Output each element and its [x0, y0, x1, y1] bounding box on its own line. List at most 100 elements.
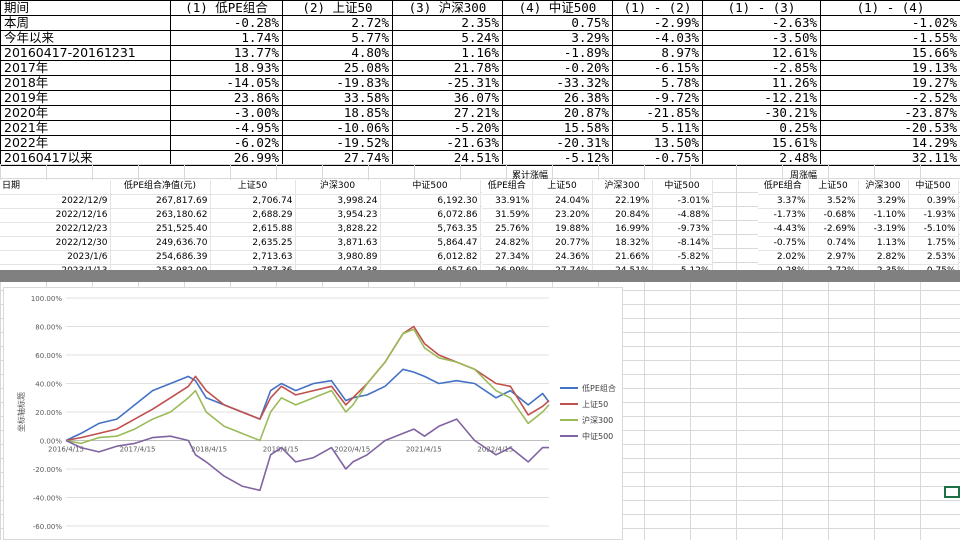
- value-cell[interactable]: 3,954.23: [295, 208, 381, 223]
- value-cell[interactable]: -25.31%: [392, 75, 503, 91]
- value-cell[interactable]: -20.31%: [502, 135, 613, 151]
- value-cell[interactable]: -6.15%: [612, 60, 703, 76]
- value-cell[interactable]: 2,713.63: [210, 250, 296, 265]
- value-cell[interactable]: -10.06%: [282, 120, 393, 136]
- value-cell[interactable]: 3,998.24: [295, 194, 381, 209]
- cumulative-cell[interactable]: 24.04%: [532, 194, 593, 209]
- value-cell[interactable]: -33.32%: [502, 75, 613, 91]
- value-cell[interactable]: 20.87%: [502, 105, 613, 121]
- weekly-cell[interactable]: 2.02%: [758, 250, 809, 265]
- value-cell[interactable]: 6,072.86: [380, 208, 481, 223]
- weekly-cell[interactable]: 2.97%: [808, 250, 859, 265]
- cumulative-cell[interactable]: 24.82%: [482, 236, 533, 251]
- cumulative-cell[interactable]: 21.66%: [592, 250, 653, 265]
- period-cell[interactable]: 2022年: [0, 135, 171, 151]
- header-cell[interactable]: (1) - (4): [820, 0, 960, 16]
- value-cell[interactable]: -19.52%: [282, 135, 393, 151]
- active-cell-cursor[interactable]: [944, 486, 960, 498]
- value-cell[interactable]: 3,871.63: [295, 236, 381, 251]
- value-cell[interactable]: 2.35%: [392, 15, 503, 31]
- header-cell[interactable]: 低PE组合: [482, 180, 533, 195]
- value-cell[interactable]: 5.24%: [392, 30, 503, 46]
- value-cell[interactable]: 18.93%: [170, 60, 283, 76]
- header-cell[interactable]: 日期: [0, 180, 111, 195]
- cumulative-cell[interactable]: 22.19%: [592, 194, 653, 209]
- value-cell[interactable]: 5,763.35: [380, 222, 481, 237]
- value-cell[interactable]: 1.74%: [170, 30, 283, 46]
- header-cell[interactable]: (4) 中证500: [502, 0, 613, 16]
- value-cell[interactable]: -2.99%: [612, 15, 703, 31]
- cumulative-cell[interactable]: 33.91%: [482, 194, 533, 209]
- period-cell[interactable]: 2019年: [0, 90, 171, 106]
- header-cell[interactable]: 沪深300: [295, 180, 381, 195]
- value-cell[interactable]: -3.00%: [170, 105, 283, 121]
- cumulative-cell[interactable]: -4.88%: [652, 208, 713, 223]
- cumulative-cell[interactable]: 20.77%: [532, 236, 593, 251]
- header-cell[interactable]: 上证50: [210, 180, 296, 195]
- weekly-cell[interactable]: 1.75%: [908, 236, 959, 251]
- value-cell[interactable]: 5,864.47: [380, 236, 481, 251]
- weekly-cell[interactable]: 1.13%: [858, 236, 909, 251]
- date-cell[interactable]: 2022/12/23: [0, 222, 111, 237]
- value-cell[interactable]: 14.29%: [820, 135, 960, 151]
- value-cell[interactable]: 18.85%: [282, 105, 393, 121]
- header-cell[interactable]: 中证500: [380, 180, 481, 195]
- date-cell[interactable]: 2022/12/30: [0, 236, 111, 251]
- header-cell[interactable]: 沪深300: [592, 180, 653, 195]
- weekly-cell[interactable]: -1.73%: [758, 208, 809, 223]
- value-cell[interactable]: -0.28%: [170, 15, 283, 31]
- period-cell[interactable]: 2021年: [0, 120, 171, 136]
- value-cell[interactable]: -1.55%: [820, 30, 960, 46]
- period-cell[interactable]: 今年以来: [0, 30, 171, 46]
- header-cell[interactable]: 上证50: [532, 180, 593, 195]
- value-cell[interactable]: -2.85%: [702, 60, 821, 76]
- value-cell[interactable]: -2.63%: [702, 15, 821, 31]
- value-cell[interactable]: 15.58%: [502, 120, 613, 136]
- weekly-cell[interactable]: 2.82%: [858, 250, 909, 265]
- value-cell[interactable]: 3.29%: [502, 30, 613, 46]
- header-cell[interactable]: 上证50: [808, 180, 859, 195]
- header-cell[interactable]: (1) - (2): [612, 0, 703, 16]
- value-cell[interactable]: 2,635.25: [210, 236, 296, 251]
- header-cell[interactable]: (3) 沪深300: [392, 0, 503, 16]
- period-cell[interactable]: 2020年: [0, 105, 171, 121]
- value-cell[interactable]: -21.85%: [612, 105, 703, 121]
- value-cell[interactable]: -30.21%: [702, 105, 821, 121]
- header-cell[interactable]: 低PE组合: [758, 180, 809, 195]
- weekly-cell[interactable]: -5.10%: [908, 222, 959, 237]
- header-cell[interactable]: 低PE组合净值(元): [110, 180, 211, 195]
- value-cell[interactable]: 15.66%: [820, 45, 960, 61]
- value-cell[interactable]: 23.86%: [170, 90, 283, 106]
- cumulative-cell[interactable]: 27.34%: [482, 250, 533, 265]
- weekly-cell[interactable]: -3.19%: [858, 222, 909, 237]
- weekly-cell[interactable]: -0.68%: [808, 208, 859, 223]
- cumulative-cell[interactable]: 31.59%: [482, 208, 533, 223]
- value-cell[interactable]: -1.02%: [820, 15, 960, 31]
- weekly-cell[interactable]: 0.74%: [808, 236, 859, 251]
- cumulative-cell[interactable]: -5.82%: [652, 250, 713, 265]
- value-cell[interactable]: 6,012.82: [380, 250, 481, 265]
- cumulative-cell[interactable]: 19.88%: [532, 222, 593, 237]
- value-cell[interactable]: 19.27%: [820, 75, 960, 91]
- value-cell[interactable]: -1.89%: [502, 45, 613, 61]
- cumulative-cell[interactable]: 18.32%: [592, 236, 653, 251]
- header-cell[interactable]: (1) - (3): [702, 0, 821, 16]
- value-cell[interactable]: 267,817.69: [110, 194, 211, 209]
- value-cell[interactable]: 25.08%: [282, 60, 393, 76]
- header-cell[interactable]: 中证500: [652, 180, 713, 195]
- value-cell[interactable]: -0.20%: [502, 60, 613, 76]
- weekly-cell[interactable]: -0.75%: [758, 236, 809, 251]
- value-cell[interactable]: 3,828.22: [295, 222, 381, 237]
- value-cell[interactable]: 249,636.70: [110, 236, 211, 251]
- value-cell[interactable]: 19.13%: [820, 60, 960, 76]
- period-cell[interactable]: 20160417-20161231: [0, 45, 171, 61]
- date-cell[interactable]: 2022/12/16: [0, 208, 111, 223]
- header-cell[interactable]: 期间: [0, 0, 171, 16]
- cumulative-cell[interactable]: 25.76%: [482, 222, 533, 237]
- value-cell[interactable]: -20.53%: [820, 120, 960, 136]
- cumulative-cell[interactable]: 24.36%: [532, 250, 593, 265]
- cumulative-cell[interactable]: -3.01%: [652, 194, 713, 209]
- value-cell[interactable]: -23.87%: [820, 105, 960, 121]
- cumulative-cell[interactable]: 16.99%: [592, 222, 653, 237]
- value-cell[interactable]: -14.05%: [170, 75, 283, 91]
